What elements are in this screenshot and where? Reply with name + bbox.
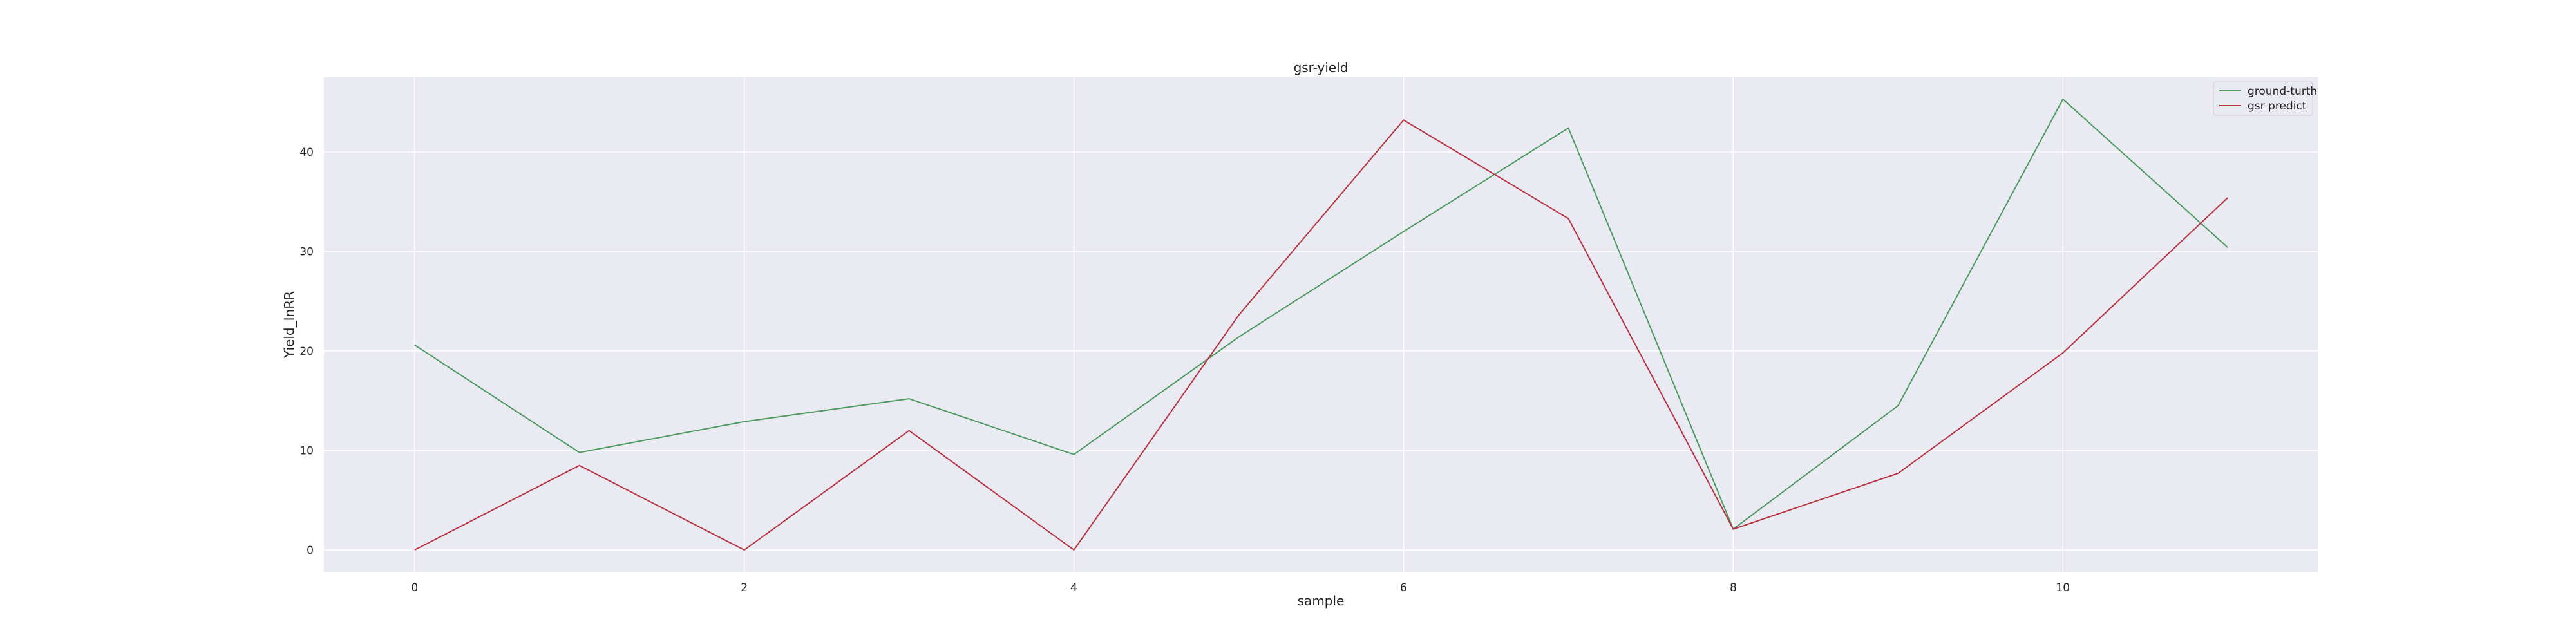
y-tick-label: 30 (299, 245, 314, 258)
legend-label-gsr-predict: gsr predict (2248, 100, 2307, 113)
y-tick-label: 0 (307, 544, 314, 557)
y-tick-label: 40 (299, 146, 314, 159)
series-line-gsr-predict (414, 119, 2228, 551)
legend: ground-turth gsr predict (2213, 81, 2317, 116)
y-axis-label: Yield_InRR (281, 291, 297, 359)
plot-background (324, 77, 2318, 572)
series-lines (414, 98, 2228, 551)
grid (324, 77, 2318, 572)
x-tick-label: 10 (2056, 582, 2070, 594)
x-tick-label: 6 (1400, 582, 1407, 594)
chart-title: gsr-yield (1294, 60, 1349, 75)
legend-label-ground-turth: ground-turth (2248, 85, 2317, 98)
tick-labels: 0 2 4 6 8 10 0 10 20 30 40 (299, 146, 2070, 594)
x-tick-label: 2 (741, 582, 748, 594)
y-tick-label: 20 (299, 345, 314, 358)
series-line-ground-turth (414, 98, 2228, 531)
y-tick-label: 10 (299, 444, 314, 457)
x-tick-label: 8 (1730, 582, 1737, 594)
x-axis-label: sample (1298, 593, 1345, 609)
x-tick-label: 4 (1070, 582, 1077, 594)
x-tick-label: 0 (411, 582, 418, 594)
